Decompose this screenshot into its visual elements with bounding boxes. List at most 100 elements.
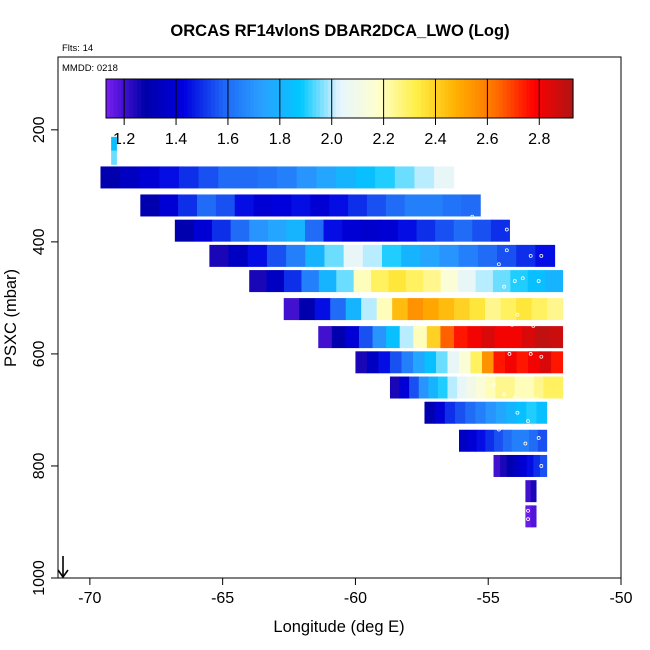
marker-point <box>526 508 530 513</box>
marker-point <box>536 279 541 283</box>
x-axis: -70 -65 -60 -55 -50 <box>78 578 633 607</box>
colorbar-segment <box>561 79 566 118</box>
heatmap-cell <box>497 244 517 267</box>
colorbar-segment <box>417 79 422 118</box>
colorbar-tick-label: 1.6 <box>217 131 239 148</box>
colorbar-segment <box>483 79 488 118</box>
y-tick-label: 600 <box>31 340 48 367</box>
heatmap-cell <box>465 401 476 424</box>
x-tick-label: -50 <box>609 590 632 607</box>
heatmap-cell <box>414 166 435 189</box>
colorbar-segment <box>491 79 496 118</box>
x-tick-label: -65 <box>211 590 234 607</box>
heatmap-cell <box>461 194 481 217</box>
heatmap-cell <box>397 219 418 242</box>
colorbar-segment <box>320 79 325 118</box>
heatmap-cell <box>459 429 469 452</box>
heatmap-cell <box>345 326 360 349</box>
colorbar-segment <box>156 79 162 118</box>
colorbar-segment <box>479 79 485 118</box>
heatmap-cell <box>318 326 333 349</box>
marker-point <box>512 227 517 232</box>
heatmap-cell <box>412 351 425 374</box>
heatmap-cell <box>439 244 460 267</box>
heatmap-cell <box>385 194 406 217</box>
colorbar-segment <box>440 79 446 118</box>
heatmap-cell <box>458 244 479 267</box>
colorbar-segment <box>304 79 309 118</box>
heatmap-cell <box>514 376 525 399</box>
heatmap-cell <box>389 376 401 399</box>
heatmap-cell <box>212 219 232 242</box>
heatmap-cell <box>551 351 564 374</box>
colorbar-segment <box>176 79 181 118</box>
heatmap-cell <box>467 429 478 452</box>
colorbar-segment <box>335 79 341 118</box>
colorbar-segment <box>292 79 298 118</box>
colorbar-segment <box>351 79 356 118</box>
colorbar-segment <box>183 79 189 118</box>
colorbar-segment <box>246 79 251 118</box>
heatmap-cell <box>516 401 527 424</box>
heatmap-cell <box>495 376 506 399</box>
colorbar-segment <box>526 79 531 118</box>
colorbar-segment <box>269 79 274 118</box>
heatmap-cell <box>318 270 337 293</box>
heatmap-cell <box>291 194 311 217</box>
colorbar-segment <box>234 79 239 118</box>
heatmap-cell <box>435 219 455 242</box>
colorbar-tick-label: 2.0 <box>321 131 343 148</box>
heatmap-cell <box>249 270 268 293</box>
colorbar-segment <box>374 79 380 118</box>
heatmap-cell <box>111 150 117 165</box>
heatmap-cell <box>525 505 532 528</box>
colorbar-segment <box>569 79 574 118</box>
heatmap-cell <box>536 401 548 424</box>
heatmap-cell <box>424 351 437 374</box>
heatmap-cell <box>516 298 533 321</box>
heatmap-cell <box>362 244 383 267</box>
heatmap-cell <box>530 480 537 503</box>
heatmap-cell <box>310 194 330 217</box>
heatmap-cell <box>508 326 523 349</box>
heatmap-cell <box>435 351 448 374</box>
colorbar-tick-label: 2.6 <box>476 131 498 148</box>
marker-point <box>512 395 517 400</box>
colorbar-segment <box>557 79 562 118</box>
heatmap-cell <box>253 194 274 217</box>
marker-point <box>515 312 520 317</box>
colorbar-frame <box>105 78 574 119</box>
colorbar-segment <box>300 79 306 118</box>
heatmap-cell <box>530 505 537 528</box>
heatmap-cell <box>535 244 556 267</box>
colorbar-segment <box>230 79 236 118</box>
heatmap-cell <box>459 351 472 374</box>
marker-point <box>536 489 541 494</box>
heatmap-cell <box>529 429 539 452</box>
colorbar-segment <box>308 79 313 118</box>
heatmap-cell <box>475 270 494 293</box>
heatmap-cell <box>283 298 300 321</box>
colorbar-segment <box>129 79 134 118</box>
heatmap-cell <box>457 376 468 399</box>
marker-point <box>507 352 512 356</box>
heatmap-cell <box>552 376 564 399</box>
heatmap-cell <box>458 270 477 293</box>
heatmap-cell <box>413 326 428 349</box>
colorbar-segment <box>312 79 317 118</box>
colorbar-segment <box>425 79 430 118</box>
heatmap-cell <box>379 219 399 242</box>
colorbar-segment <box>152 79 158 118</box>
heatmap-cell <box>476 376 487 399</box>
marker-point <box>515 410 520 415</box>
x-tick-label: -70 <box>78 590 101 607</box>
heatmap-cell <box>467 326 482 349</box>
heatmap-cell <box>407 298 424 321</box>
marker-point <box>528 253 533 258</box>
heatmap-cell <box>266 270 285 293</box>
heatmap-cell <box>506 454 514 477</box>
heatmap-cell <box>401 244 421 267</box>
colorbar-segment <box>347 79 352 118</box>
colorbar-segment <box>467 79 473 118</box>
heatmap-cell <box>355 351 368 374</box>
